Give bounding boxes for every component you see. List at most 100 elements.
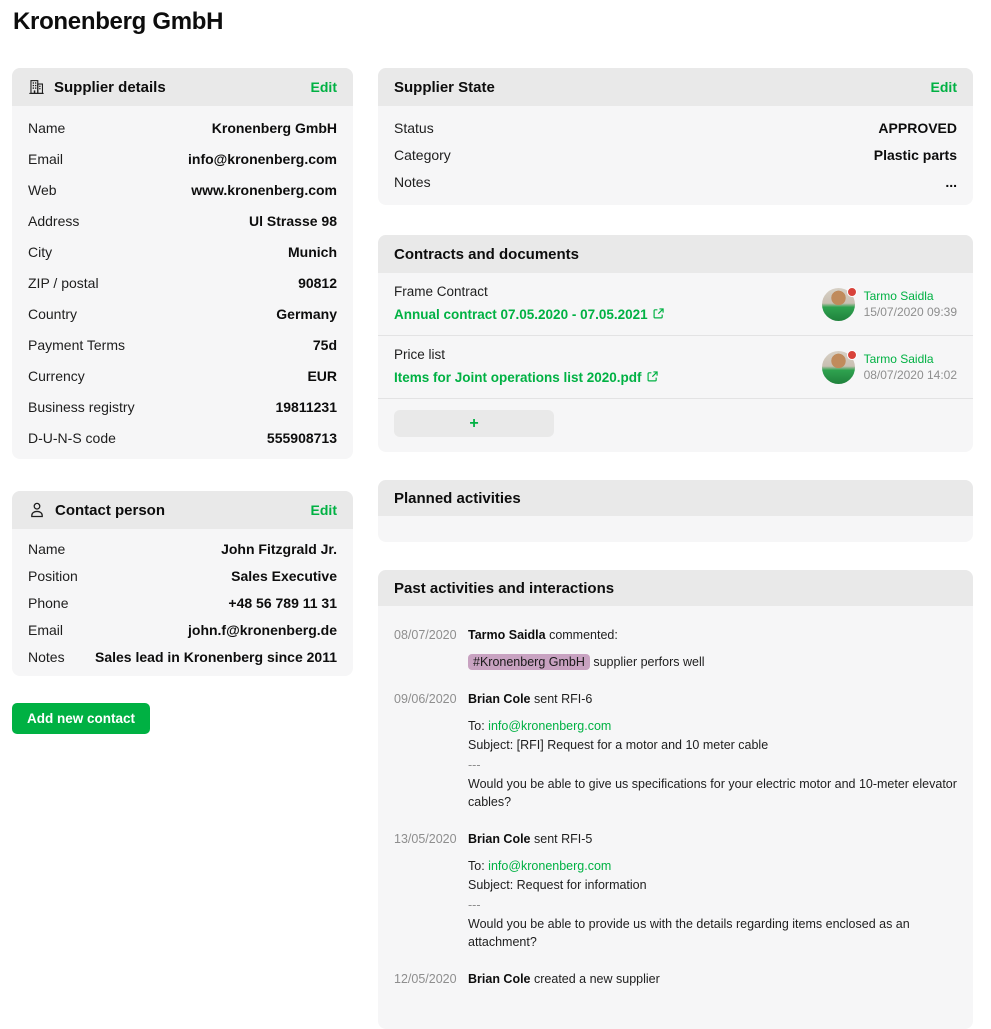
supplier-details-edit-button[interactable]: Edit — [310, 79, 337, 95]
comment-line: #Kronenberg GmbH supplier perfors well — [468, 653, 957, 672]
separator-line: --- — [468, 897, 481, 912]
field-row-business-registry: Business registry 19811231 — [12, 391, 353, 422]
contract-info: Price list Items for Joint operations li… — [394, 347, 658, 387]
field-label: Payment Terms — [28, 336, 125, 353]
field-value: EUR — [307, 367, 337, 384]
field-label: City — [28, 243, 53, 260]
past-activities-header: Past activities and interactions — [378, 570, 973, 606]
contract-item-price-list: Price list Items for Joint operations li… — [378, 335, 973, 398]
activity-entry-comment: 08/07/2020 Tarmo Saidla commented: #Kron… — [378, 627, 973, 671]
left-column: Supplier details Edit Name Kronenberg Gm… — [12, 68, 353, 734]
add-new-contact-button[interactable]: Add new contact — [12, 703, 151, 734]
contract-type-label: Price list — [394, 347, 446, 362]
field-label: Name — [28, 540, 66, 557]
activity-date: 09/06/2020 — [394, 692, 457, 706]
supplier-state-edit-button[interactable]: Edit — [930, 79, 957, 95]
activity-entry-rfi-5: 13/05/2020 Brian Cole sent RFI-5 To: inf… — [378, 831, 973, 951]
category-value: Plastic parts — [873, 146, 957, 163]
field-row-duns: D-U-N-S code 555908713 — [12, 422, 353, 453]
activity-action: created a new supplier — [534, 972, 660, 986]
planned-activities-panel: Planned activities — [378, 480, 973, 542]
contract-type-label: Frame Contract — [394, 284, 488, 299]
supplier-details-body: Name Kronenberg GmbH Email info@kronenbe… — [12, 106, 353, 459]
supplier-details-header: Supplier details Edit — [12, 68, 353, 106]
activity-headline: Brian Cole sent RFI-5 — [468, 831, 957, 849]
field-row-state-notes: Notes ... — [378, 168, 973, 195]
field-value: info@kronenberg.com — [188, 150, 337, 167]
email-address-link[interactable]: info@kronenberg.com — [488, 718, 612, 733]
past-activities-body: 08/07/2020 Tarmo Saidla commented: #Kron… — [378, 606, 973, 1029]
field-label: Phone — [28, 594, 69, 611]
field-row-currency: Currency EUR — [12, 360, 353, 391]
field-label: Name — [28, 119, 66, 136]
contract-meta-text: Tarmo Saidla 08/07/2020 14:02 — [864, 351, 957, 383]
activity-headline: Tarmo Saidla commented: — [468, 627, 957, 645]
external-link-icon — [647, 370, 658, 385]
planned-activities-title: Planned activities — [394, 489, 521, 507]
field-value: 90812 — [298, 274, 337, 291]
contracts-body: Frame Contract Annual contract 07.05.202… — [378, 273, 973, 452]
activity-actor: Brian Cole — [468, 832, 531, 846]
contract-meta: Tarmo Saidla 15/07/2020 09:39 — [821, 286, 957, 321]
activity-content: Tarmo Saidla commented: #Kronenberg GmbH… — [468, 627, 957, 671]
supplier-state-panel: Supplier State Edit Status APPROVED Cate… — [378, 68, 973, 205]
to-label: To: — [468, 858, 485, 873]
field-row-email: Email info@kronenberg.com — [12, 143, 353, 174]
person-icon — [28, 501, 46, 519]
email-body-line: Would you be able to give us specificati… — [468, 777, 957, 809]
field-value: john.f@kronenberg.de — [188, 621, 337, 638]
field-row-contact-email: Email john.f@kronenberg.de — [12, 616, 353, 643]
contract-meta: Tarmo Saidla 08/07/2020 14:02 — [821, 349, 957, 384]
past-activities-panel: Past activities and interactions 08/07/2… — [378, 570, 973, 1029]
field-row-web: Web www.kronenberg.com — [12, 174, 353, 205]
field-label: Notes — [28, 648, 65, 665]
activity-actor: Brian Cole — [468, 972, 531, 986]
to-label: To: — [468, 718, 485, 733]
supplier-tag-link[interactable]: #Kronenberg GmbH — [468, 653, 590, 670]
uploader-name: Tarmo Saidla — [863, 351, 934, 366]
activity-entry-created: 12/05/2020 Brian Cole created a new supp… — [378, 971, 973, 989]
activity-action: sent RFI-6 — [534, 692, 593, 706]
field-value: Sales lead in Kronenberg since 2011 — [95, 648, 337, 665]
field-row-address: Address Ul Strasse 98 — [12, 205, 353, 236]
activity-action: sent RFI-5 — [534, 832, 593, 846]
contract-link-text: Items for Joint operations list 2020.pdf — [394, 370, 642, 385]
contact-person-title: Contact person — [55, 501, 166, 519]
add-document-button[interactable]: + — [394, 410, 554, 437]
email-to-line: To: info@kronenberg.com — [468, 858, 957, 876]
contract-info: Frame Contract Annual contract 07.05.202… — [394, 284, 664, 324]
field-row-zip: ZIP / postal 90812 — [12, 267, 353, 298]
activity-content: Brian Cole sent RFI-5 To: info@kronenber… — [468, 831, 957, 951]
email-address-link[interactable]: info@kronenberg.com — [488, 858, 612, 873]
field-row-contact-name: Name John Fitzgrald Jr. — [12, 535, 353, 562]
field-label: Category — [394, 146, 451, 163]
add-document-row: + — [378, 398, 973, 452]
contract-document-link[interactable]: Items for Joint operations list 2020.pdf — [394, 370, 658, 385]
activity-headline: Brian Cole created a new supplier — [468, 971, 957, 989]
subject-text: Request for information — [516, 878, 647, 892]
field-label: Notes — [394, 173, 431, 190]
contact-person-edit-button[interactable]: Edit — [310, 502, 337, 518]
field-row-category: Category Plastic parts — [378, 141, 973, 168]
field-row-contact-phone: Phone +48 56 789 11 31 — [12, 589, 353, 616]
contract-link-text: Annual contract 07.05.2020 - 07.05.2021 — [394, 307, 648, 322]
contact-person-body: Name John Fitzgrald Jr. Position Sales E… — [12, 529, 353, 676]
subject-label: Subject: — [468, 878, 514, 892]
activity-headline: Brian Cole sent RFI-6 — [468, 691, 957, 709]
email-body-line: Would you be able to provide us with the… — [468, 917, 910, 949]
activity-content: Brian Cole created a new supplier — [468, 971, 957, 989]
field-value: Munich — [288, 243, 337, 260]
field-label: Address — [28, 212, 80, 229]
field-value: 19811231 — [275, 398, 337, 415]
external-link-icon — [653, 307, 664, 322]
comment-text: supplier perfors well — [593, 654, 705, 669]
building-icon — [28, 78, 45, 96]
field-value: Kronenberg GmbH — [211, 119, 337, 136]
main-layout: Supplier details Edit Name Kronenberg Gm… — [0, 68, 991, 1029]
contract-document-link[interactable]: Annual contract 07.05.2020 - 07.05.2021 — [394, 307, 664, 322]
field-label: Web — [28, 181, 57, 198]
contract-meta-text: Tarmo Saidla 15/07/2020 09:39 — [864, 288, 957, 320]
notes-ellipsis[interactable]: ... — [945, 173, 957, 190]
separator-line: --- — [468, 757, 481, 772]
page-title: Kronenberg GmbH — [13, 8, 224, 35]
